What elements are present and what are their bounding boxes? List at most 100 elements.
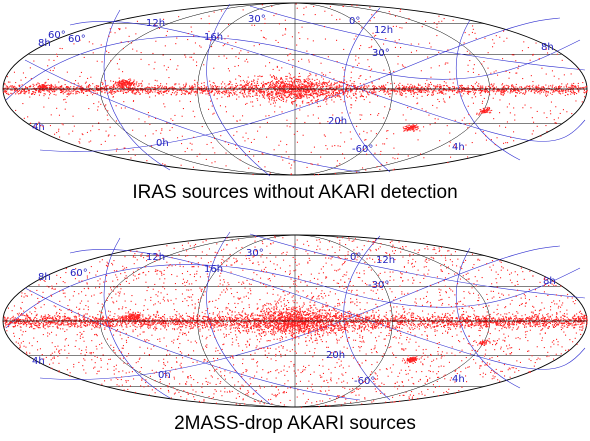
source-point — [354, 238, 356, 240]
source-point — [335, 89, 337, 91]
source-point — [44, 86, 46, 88]
source-point — [527, 85, 529, 87]
source-point — [68, 93, 70, 95]
source-point — [320, 268, 322, 270]
source-point — [535, 87, 537, 89]
source-point — [508, 77, 510, 79]
source-point — [104, 80, 106, 82]
source-point — [63, 87, 65, 89]
source-point — [477, 85, 479, 87]
source-point — [173, 92, 175, 94]
source-point — [562, 109, 564, 111]
source-point — [176, 89, 178, 91]
grid-label: 8h — [543, 276, 556, 287]
source-point — [282, 100, 284, 102]
source-point — [304, 121, 306, 123]
source-point — [280, 140, 282, 142]
source-point — [207, 93, 209, 95]
source-point — [201, 82, 203, 84]
source-point — [505, 142, 507, 144]
source-point — [392, 169, 394, 171]
source-point — [316, 86, 318, 88]
source-point — [200, 89, 202, 91]
source-point — [460, 86, 462, 88]
source-point — [62, 124, 64, 126]
source-point — [324, 82, 326, 84]
source-point — [58, 114, 60, 116]
source-point — [225, 90, 227, 92]
source-point — [305, 81, 307, 83]
source-point — [154, 61, 156, 63]
source-point — [72, 130, 74, 132]
source-point — [61, 86, 63, 88]
source-point — [500, 325, 502, 327]
source-point — [241, 86, 243, 88]
source-point — [497, 89, 499, 91]
source-point — [389, 367, 391, 369]
source-point — [229, 92, 231, 94]
source-point — [228, 83, 230, 85]
source-point — [96, 60, 98, 62]
source-point — [424, 83, 426, 85]
source-point — [313, 146, 315, 148]
source-point — [42, 87, 44, 89]
source-point — [217, 307, 219, 309]
source-point — [142, 89, 144, 91]
source-point — [268, 87, 270, 89]
source-point — [339, 81, 341, 83]
equatorial-grid-line — [343, 7, 391, 173]
source-point — [412, 124, 414, 126]
source-point — [267, 89, 269, 91]
source-point — [273, 78, 275, 80]
source-point — [578, 87, 580, 89]
source-point — [556, 338, 558, 340]
source-point — [339, 163, 341, 165]
source-point — [285, 84, 287, 86]
source-point — [480, 87, 482, 89]
source-point — [20, 91, 22, 93]
source-point — [250, 141, 252, 143]
source-point — [131, 91, 133, 93]
source-point — [345, 86, 347, 88]
source-point — [303, 95, 305, 97]
grid-label: 8h — [38, 272, 51, 283]
source-point — [220, 83, 222, 85]
source-point — [177, 137, 179, 139]
source-point — [126, 326, 128, 328]
source-point — [242, 85, 244, 87]
source-point — [545, 73, 547, 75]
source-point — [143, 331, 145, 333]
source-point — [383, 86, 385, 88]
source-point — [259, 104, 261, 106]
source-point — [218, 298, 220, 300]
source-point — [448, 361, 450, 363]
source-point — [529, 86, 531, 88]
source-point — [565, 84, 567, 86]
source-point — [13, 85, 15, 87]
source-point — [539, 91, 541, 93]
source-point — [446, 125, 448, 127]
source-point — [277, 86, 279, 88]
source-point — [45, 87, 47, 89]
source-point — [66, 71, 68, 73]
source-point — [456, 265, 458, 267]
source-point — [58, 128, 60, 130]
source-point — [389, 90, 391, 92]
source-point — [231, 48, 233, 50]
source-point — [43, 95, 45, 97]
source-point — [131, 42, 133, 44]
source-point — [558, 87, 560, 89]
source-point — [295, 383, 297, 385]
source-point — [270, 103, 272, 105]
source-point — [349, 87, 351, 89]
source-point — [430, 89, 432, 91]
source-point — [290, 167, 292, 169]
source-point — [202, 92, 204, 94]
source-point — [231, 338, 233, 340]
source-point — [316, 100, 318, 102]
source-point — [262, 307, 264, 309]
source-point — [119, 84, 121, 86]
source-point — [373, 89, 375, 91]
source-point — [371, 364, 373, 366]
source-point — [202, 90, 204, 92]
